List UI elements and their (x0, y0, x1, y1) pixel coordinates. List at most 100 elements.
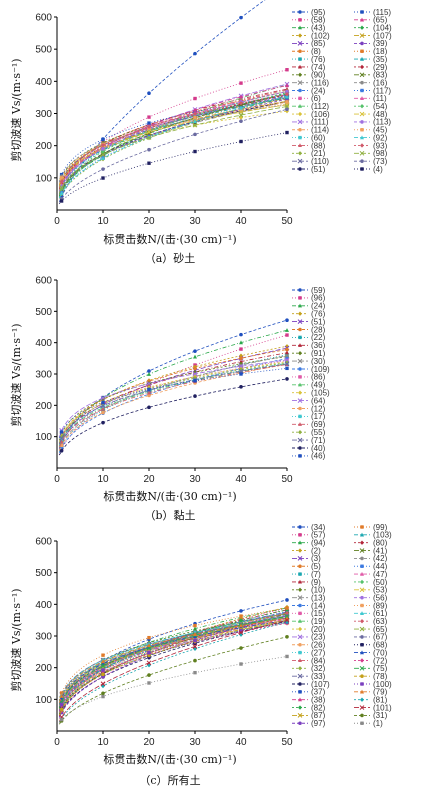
data-point (239, 618, 243, 623)
legend-marker (298, 343, 302, 347)
data-point (285, 619, 289, 625)
legend-entry: (100) (373, 680, 392, 689)
series-line (58, 0, 266, 202)
y-axis-label: 剪切波速 Vs/(m·s⁻¹) (9, 58, 23, 161)
x-tick-label: 10 (97, 737, 109, 748)
x-tick-label: 30 (189, 216, 201, 227)
data-point (146, 130, 152, 136)
data-point (284, 361, 290, 367)
legend-marker (298, 72, 302, 77)
series-line (58, 358, 288, 454)
legend-entry: (87) (311, 711, 326, 720)
legend-entry: (64) (311, 396, 326, 405)
legend-entry: (55) (311, 428, 326, 437)
legend-marker (298, 446, 302, 450)
series-(99) (58, 606, 289, 701)
series-line (58, 621, 288, 711)
legend-entry: (29) (373, 63, 388, 72)
series-(100) (58, 620, 289, 711)
legend-marker (360, 540, 364, 545)
data-point (193, 366, 197, 371)
data-point (239, 609, 243, 613)
series-line (58, 360, 288, 444)
legend-marker (360, 579, 364, 585)
data-point (101, 400, 105, 405)
legend-entry: (107) (311, 680, 330, 689)
legend-entry: (72) (373, 656, 388, 665)
data-point (59, 430, 64, 434)
data-point (147, 372, 151, 376)
legend-entry: (106) (311, 110, 330, 119)
data-point (285, 606, 289, 610)
legend-entry: (58) (311, 16, 326, 25)
data-point (147, 387, 151, 392)
series-(36) (58, 350, 289, 447)
series-line (58, 615, 288, 708)
legend-entry: (10) (311, 586, 326, 595)
legend-entry: (11) (373, 94, 387, 103)
legend-entry: (68) (373, 641, 388, 650)
legend-marker (360, 64, 364, 70)
data-point (239, 100, 243, 106)
legend-marker (298, 25, 302, 30)
data-point (285, 377, 289, 381)
legend-entry: (45) (373, 126, 388, 135)
legend-entry: (97) (311, 719, 326, 728)
legend-entry: (74) (311, 63, 326, 72)
legend-marker (298, 454, 302, 458)
series-(51) (58, 99, 289, 194)
legend-marker (360, 611, 364, 615)
data-point (285, 89, 289, 94)
legend-marker (359, 33, 365, 38)
data-point (146, 129, 152, 135)
data-point (239, 94, 243, 99)
legend-entry: (41) (373, 546, 388, 555)
legend-entry: (84) (311, 656, 326, 665)
data-point (101, 659, 105, 664)
series-line (58, 612, 288, 713)
legend-marker (298, 626, 302, 632)
data-point (147, 635, 151, 640)
legend-marker (360, 104, 364, 109)
series-line (59, 132, 288, 205)
legend-entry: (63) (373, 617, 388, 626)
data-point (239, 359, 243, 364)
data-point (193, 658, 197, 663)
legend-entry: (18) (373, 47, 388, 56)
series-line (58, 354, 288, 452)
legend-marker (298, 111, 302, 117)
legend-entry: (50) (373, 578, 388, 587)
legend-entry: (80) (373, 539, 388, 548)
legend-entry: (54) (373, 102, 388, 111)
y-tick-label: 300 (35, 632, 52, 643)
series-line (58, 621, 288, 723)
chart-panel-sand: 剪切波速 Vs/(m·s⁻¹) 标贯击数N/(击·(30 cm)⁻¹) （a）砂… (9, 0, 392, 265)
legend-marker (297, 556, 303, 561)
legend-marker (298, 619, 302, 623)
series-(37) (58, 618, 289, 707)
data-point (192, 122, 198, 128)
series-(40) (58, 377, 289, 456)
series-(71) (58, 361, 290, 445)
legend-entry: (111) (311, 118, 329, 127)
legend-entry: (23) (311, 633, 326, 642)
legend-marker (298, 572, 302, 576)
y-tick-label: 200 (35, 401, 52, 412)
legend-entry: (47) (373, 570, 388, 579)
data-point (147, 147, 151, 152)
data-point (101, 694, 105, 699)
data-point (59, 717, 64, 722)
legend-entry: (35) (373, 55, 388, 64)
series-(64) (58, 357, 290, 437)
legend-entry: (110) (311, 157, 329, 166)
x-tick-label: 30 (189, 474, 201, 485)
data-point (147, 681, 151, 685)
legend-marker (298, 382, 302, 387)
x-axis-label: 标贯击数N/(击·(30 cm)⁻¹) (103, 489, 236, 503)
series-(73) (58, 107, 289, 203)
x-tick-label: 0 (54, 474, 60, 485)
data-point (59, 707, 64, 712)
legend-entry: (65) (373, 625, 388, 634)
data-point (284, 353, 290, 358)
